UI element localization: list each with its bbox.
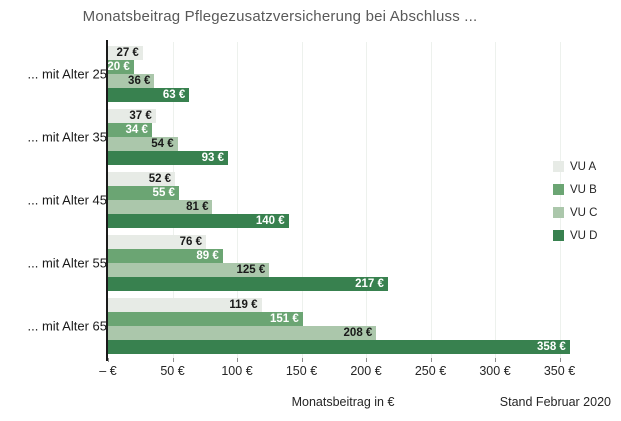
bar: 358 €	[108, 340, 570, 355]
bar: 125 €	[108, 263, 270, 278]
gridline	[301, 42, 303, 358]
bar: 63 €	[108, 87, 190, 102]
legend-item: VU A	[553, 160, 597, 173]
bar: 217 €	[108, 277, 388, 292]
bar: 55 €	[108, 186, 179, 200]
category-label: ... mit Alter 25	[27, 66, 107, 82]
bar-value-label: 27 €	[116, 46, 139, 59]
bar-value-label: 140 €	[255, 215, 285, 227]
x-tick-mark	[366, 358, 367, 362]
legend-swatch	[553, 207, 564, 218]
x-tick-label: 50 €	[160, 364, 185, 378]
bar-value-label: 81 €	[186, 201, 209, 213]
bar-value-label: 20 €	[107, 60, 130, 73]
bar: 140 €	[108, 214, 289, 228]
bar-value-label: 93 €	[201, 151, 224, 164]
y-axis-line	[106, 40, 108, 361]
legend: VU A VU B VU C VU D	[553, 160, 597, 252]
bar: 81 €	[108, 200, 213, 214]
footnote-stand: Stand Februar 2020	[499, 395, 611, 409]
bar: 76 €	[108, 235, 207, 250]
bar-value-label: 119 €	[229, 299, 258, 312]
bar-value-label: 34 €	[125, 123, 148, 136]
bar-value-label: 217 €	[355, 278, 384, 291]
bar-value-label: 54 €	[151, 137, 174, 150]
bar: 52 €	[108, 172, 176, 186]
bar-value-label: 89 €	[196, 250, 219, 263]
gridline	[237, 42, 238, 358]
bar-value-label: 52 €	[148, 173, 172, 185]
x-tick-label: 100 €	[221, 364, 253, 378]
bar-value-label: 151 €	[270, 313, 299, 326]
bar-value-label: 37 €	[129, 109, 152, 122]
bar-value-label: 358 €	[537, 341, 566, 354]
legend-swatch	[553, 184, 564, 195]
bar: 34 €	[108, 122, 152, 137]
x-tick-mark	[559, 358, 561, 362]
x-tick-label: 250 €	[414, 364, 447, 378]
x-tick-mark	[301, 358, 303, 362]
chart-title: Monatsbeitrag Pflegezusatzversicherung b…	[82, 8, 478, 25]
x-tick-mark	[495, 358, 496, 362]
gridline	[430, 42, 432, 358]
legend-label: VU B	[570, 183, 597, 196]
bar-value-label: 76 €	[179, 236, 203, 249]
x-tick-label: 150 €	[285, 364, 318, 378]
bar: 89 €	[108, 249, 223, 264]
x-tick-mark	[172, 358, 174, 362]
bar: 208 €	[108, 326, 377, 341]
legend-item: VU D	[553, 229, 597, 242]
bar: 151 €	[108, 312, 303, 327]
gridline	[366, 42, 367, 358]
bar: 93 €	[108, 150, 228, 165]
legend-label: VU D	[570, 229, 598, 242]
legend-item: VU C	[553, 206, 597, 219]
bar: 20 €	[107, 59, 134, 74]
bar: 119 €	[108, 298, 262, 313]
bar-value-label: 55 €	[152, 187, 175, 199]
legend-label: VU A	[570, 160, 597, 173]
bar-value-label: 208 €	[343, 327, 373, 340]
legend-swatch	[553, 161, 564, 172]
legend-item: VU B	[553, 183, 597, 196]
bar-value-label: 36 €	[128, 74, 151, 87]
x-axis-title: Monatsbeitrag in €	[291, 395, 395, 409]
x-tick-label: 200 €	[350, 364, 382, 378]
bar-value-label: 125 €	[236, 264, 266, 277]
bar: 54 €	[108, 136, 178, 151]
category-label: ... mit Alter 45	[27, 192, 107, 208]
gridline	[559, 42, 561, 358]
bar: 36 €	[108, 73, 155, 88]
x-tick-mark	[430, 358, 432, 362]
plot-area: 27 €20 €36 € 63 € 37 €34 €54 € 93 € 52 € 55 €…	[107, 42, 578, 358]
x-tick-mark	[108, 358, 109, 362]
legend-label: VU C	[570, 206, 598, 219]
bar-value-label: 63 €	[162, 88, 186, 101]
category-label: ... mit Alter 65	[27, 318, 107, 334]
category-label: ... mit Alter 35	[27, 129, 107, 145]
gridline	[495, 42, 496, 358]
x-tick-mark	[237, 358, 238, 362]
bar: 37 €	[108, 108, 156, 123]
category-label: ... mit Alter 55	[27, 255, 107, 271]
legend-swatch	[553, 230, 564, 241]
x-tick-label: – €	[99, 364, 117, 378]
x-tick-label: 300 €	[479, 364, 511, 378]
x-tick-label: 350 €	[543, 364, 576, 378]
bar: 27 €	[108, 45, 143, 60]
